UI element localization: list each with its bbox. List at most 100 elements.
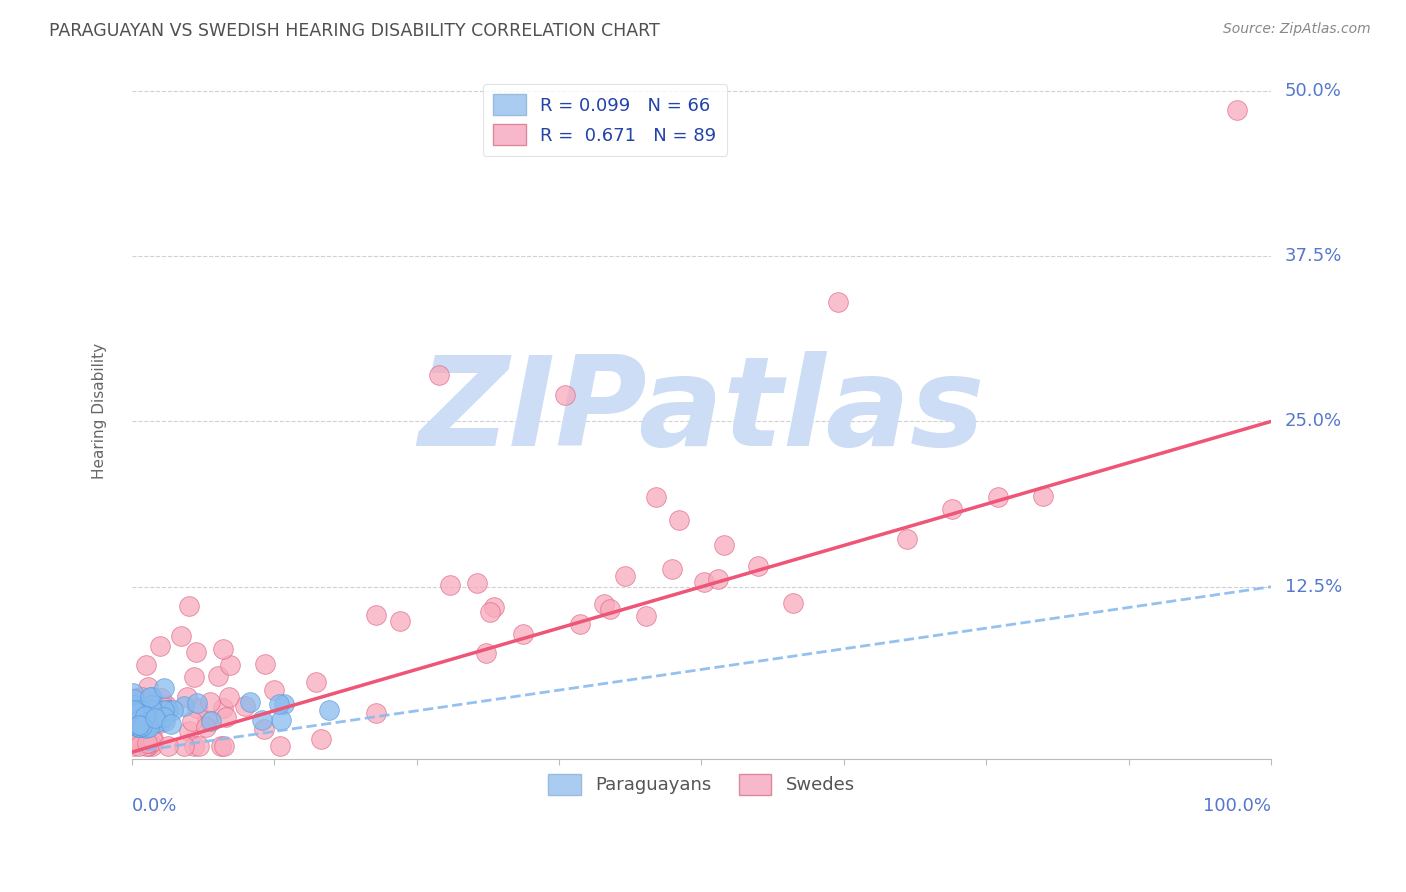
Point [177, 723, 200, 738]
Text: 25.0%: 25.0% [1285, 412, 1343, 430]
Point [136, 719, 159, 733]
Point [139, 690, 162, 705]
Point [124, 704, 146, 718]
Point [599, 601, 621, 615]
Point [179, 599, 201, 614]
Point [169, 629, 191, 643]
Point [668, 513, 690, 527]
Point [124, 714, 146, 729]
Point [127, 720, 149, 734]
Point [136, 739, 159, 753]
Point [128, 703, 150, 717]
Point [156, 703, 179, 717]
Point [439, 578, 461, 592]
Text: Source: ZipAtlas.com: Source: ZipAtlas.com [1223, 22, 1371, 37]
Point [155, 698, 177, 712]
Point [141, 702, 163, 716]
Point [160, 717, 183, 731]
Point [636, 608, 658, 623]
Text: PARAGUAYAN VS SWEDISH HEARING DISABILITY CORRELATION CHART: PARAGUAYAN VS SWEDISH HEARING DISABILITY… [49, 22, 659, 40]
Text: 100.0%: 100.0% [1204, 797, 1271, 815]
Text: 12.5%: 12.5% [1285, 578, 1343, 596]
Point [129, 707, 152, 722]
Point [142, 715, 165, 730]
Point [263, 682, 285, 697]
Point [153, 710, 176, 724]
Point [131, 719, 153, 733]
Point [134, 709, 156, 723]
Point [253, 722, 276, 736]
Point [183, 739, 205, 753]
Point [252, 713, 274, 727]
Point [125, 719, 148, 733]
Point [305, 675, 328, 690]
Point [713, 538, 735, 552]
Point [125, 706, 148, 721]
Point [176, 690, 198, 705]
Point [138, 714, 160, 728]
Point [131, 709, 153, 723]
Point [427, 368, 450, 382]
Point [254, 657, 277, 671]
Point [131, 711, 153, 725]
Point [270, 713, 292, 727]
Point [827, 295, 849, 310]
Point [122, 715, 145, 730]
Point [389, 614, 412, 628]
Point [187, 739, 209, 753]
Point [128, 701, 150, 715]
Point [661, 561, 683, 575]
Point [142, 706, 165, 721]
Point [269, 739, 291, 753]
Text: 0.0%: 0.0% [132, 797, 177, 815]
Point [218, 690, 240, 704]
Point [135, 700, 157, 714]
Point [318, 703, 340, 717]
Point [125, 707, 148, 722]
Point [200, 714, 222, 728]
Point [156, 739, 179, 753]
Point [129, 714, 152, 728]
Point [215, 710, 238, 724]
Point [131, 690, 153, 704]
Point [122, 691, 145, 706]
Point [134, 721, 156, 735]
Point [128, 718, 150, 732]
Point [131, 720, 153, 734]
Point [136, 680, 159, 694]
Point [478, 605, 501, 619]
Point [124, 698, 146, 712]
Point [267, 697, 290, 711]
Point [235, 698, 257, 713]
Point [132, 711, 155, 725]
Point [128, 719, 150, 733]
Point [512, 627, 534, 641]
Point [309, 732, 332, 747]
Point [138, 720, 160, 734]
Point [153, 703, 176, 717]
Point [125, 690, 148, 705]
Point [593, 598, 616, 612]
Point [125, 733, 148, 747]
Point [128, 739, 150, 753]
Legend: Paraguayans, Swedes: Paraguayans, Swedes [541, 766, 862, 802]
Point [153, 714, 176, 728]
Point [142, 734, 165, 748]
Point [157, 703, 180, 717]
Point [200, 695, 222, 709]
Point [128, 718, 150, 732]
Text: ZIPatlas: ZIPatlas [418, 351, 984, 472]
Point [129, 714, 152, 729]
Point [143, 711, 166, 725]
Point [149, 716, 172, 731]
Point [128, 713, 150, 727]
Point [239, 695, 262, 709]
Point [142, 731, 165, 746]
Point [135, 736, 157, 750]
Point [121, 686, 143, 700]
Point [465, 576, 488, 591]
Point [273, 698, 295, 712]
Point [209, 739, 232, 753]
Point [125, 715, 148, 730]
Point [121, 717, 143, 731]
